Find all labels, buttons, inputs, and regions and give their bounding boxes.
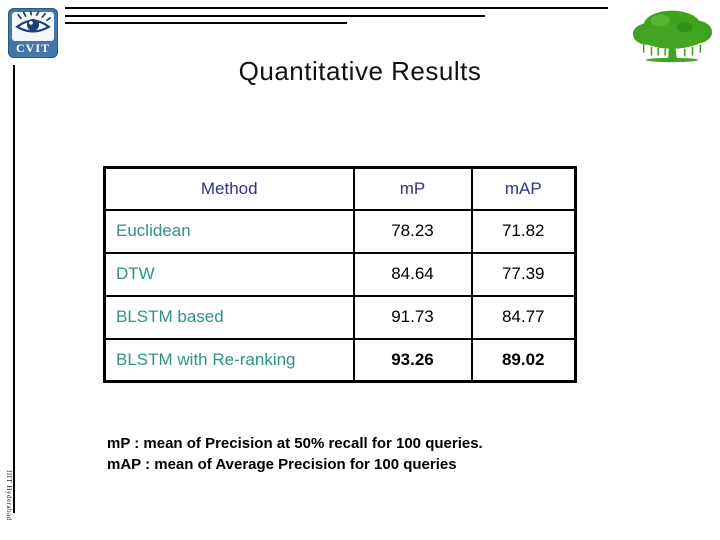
map-cell: 77.39 <box>470 251 577 297</box>
header-rule-medium <box>65 15 485 17</box>
header-rule-long <box>65 7 608 9</box>
footnote: mP : mean of Precision at 50% recall for… <box>107 433 483 475</box>
mp-cell: 78.23 <box>352 208 473 254</box>
banyan-tree-icon <box>628 5 716 67</box>
cvit-eye-panel <box>12 10 54 42</box>
table-row: BLSTM based 91.73 84.77 <box>103 294 577 340</box>
cvit-logo: CVIT <box>8 8 58 58</box>
mp-cell: 91.73 <box>352 294 473 340</box>
table-row: BLSTM with Re-ranking 93.26 89.02 <box>103 337 577 383</box>
map-cell: 84.77 <box>470 294 577 340</box>
mp-cell: 84.64 <box>352 251 473 297</box>
watermark-text: IIIT Hyderabad <box>5 470 13 521</box>
table-row: DTW 84.64 77.39 <box>103 251 577 297</box>
table-row: Euclidean 78.23 71.82 <box>103 208 577 254</box>
table-header-row: Method mP mAP <box>103 166 577 211</box>
footnote-line-1: mP : mean of Precision at 50% recall for… <box>107 435 483 452</box>
map-cell: 71.82 <box>470 208 577 254</box>
eye-icon <box>14 10 52 42</box>
header-rule-short <box>65 22 347 24</box>
left-border-line <box>13 65 15 513</box>
map-cell: 89.02 <box>470 337 577 383</box>
method-cell: BLSTM based <box>103 294 355 340</box>
footnote-line-2: mAP : mean of Average Precision for 100 … <box>107 456 457 473</box>
column-header-map: mAP <box>470 166 577 211</box>
cvit-logo-label: CVIT <box>15 41 50 55</box>
page-title: Quantitative Results <box>238 56 482 86</box>
method-cell: Euclidean <box>103 208 355 254</box>
method-cell: DTW <box>103 251 355 297</box>
column-header-mp: mP <box>352 166 473 211</box>
results-table: Method mP mAP Euclidean 78.23 71.82 DTW … <box>103 166 577 383</box>
method-cell: BLSTM with Re-ranking <box>103 337 355 383</box>
mp-cell: 93.26 <box>352 337 473 383</box>
column-header-method: Method <box>103 166 355 211</box>
